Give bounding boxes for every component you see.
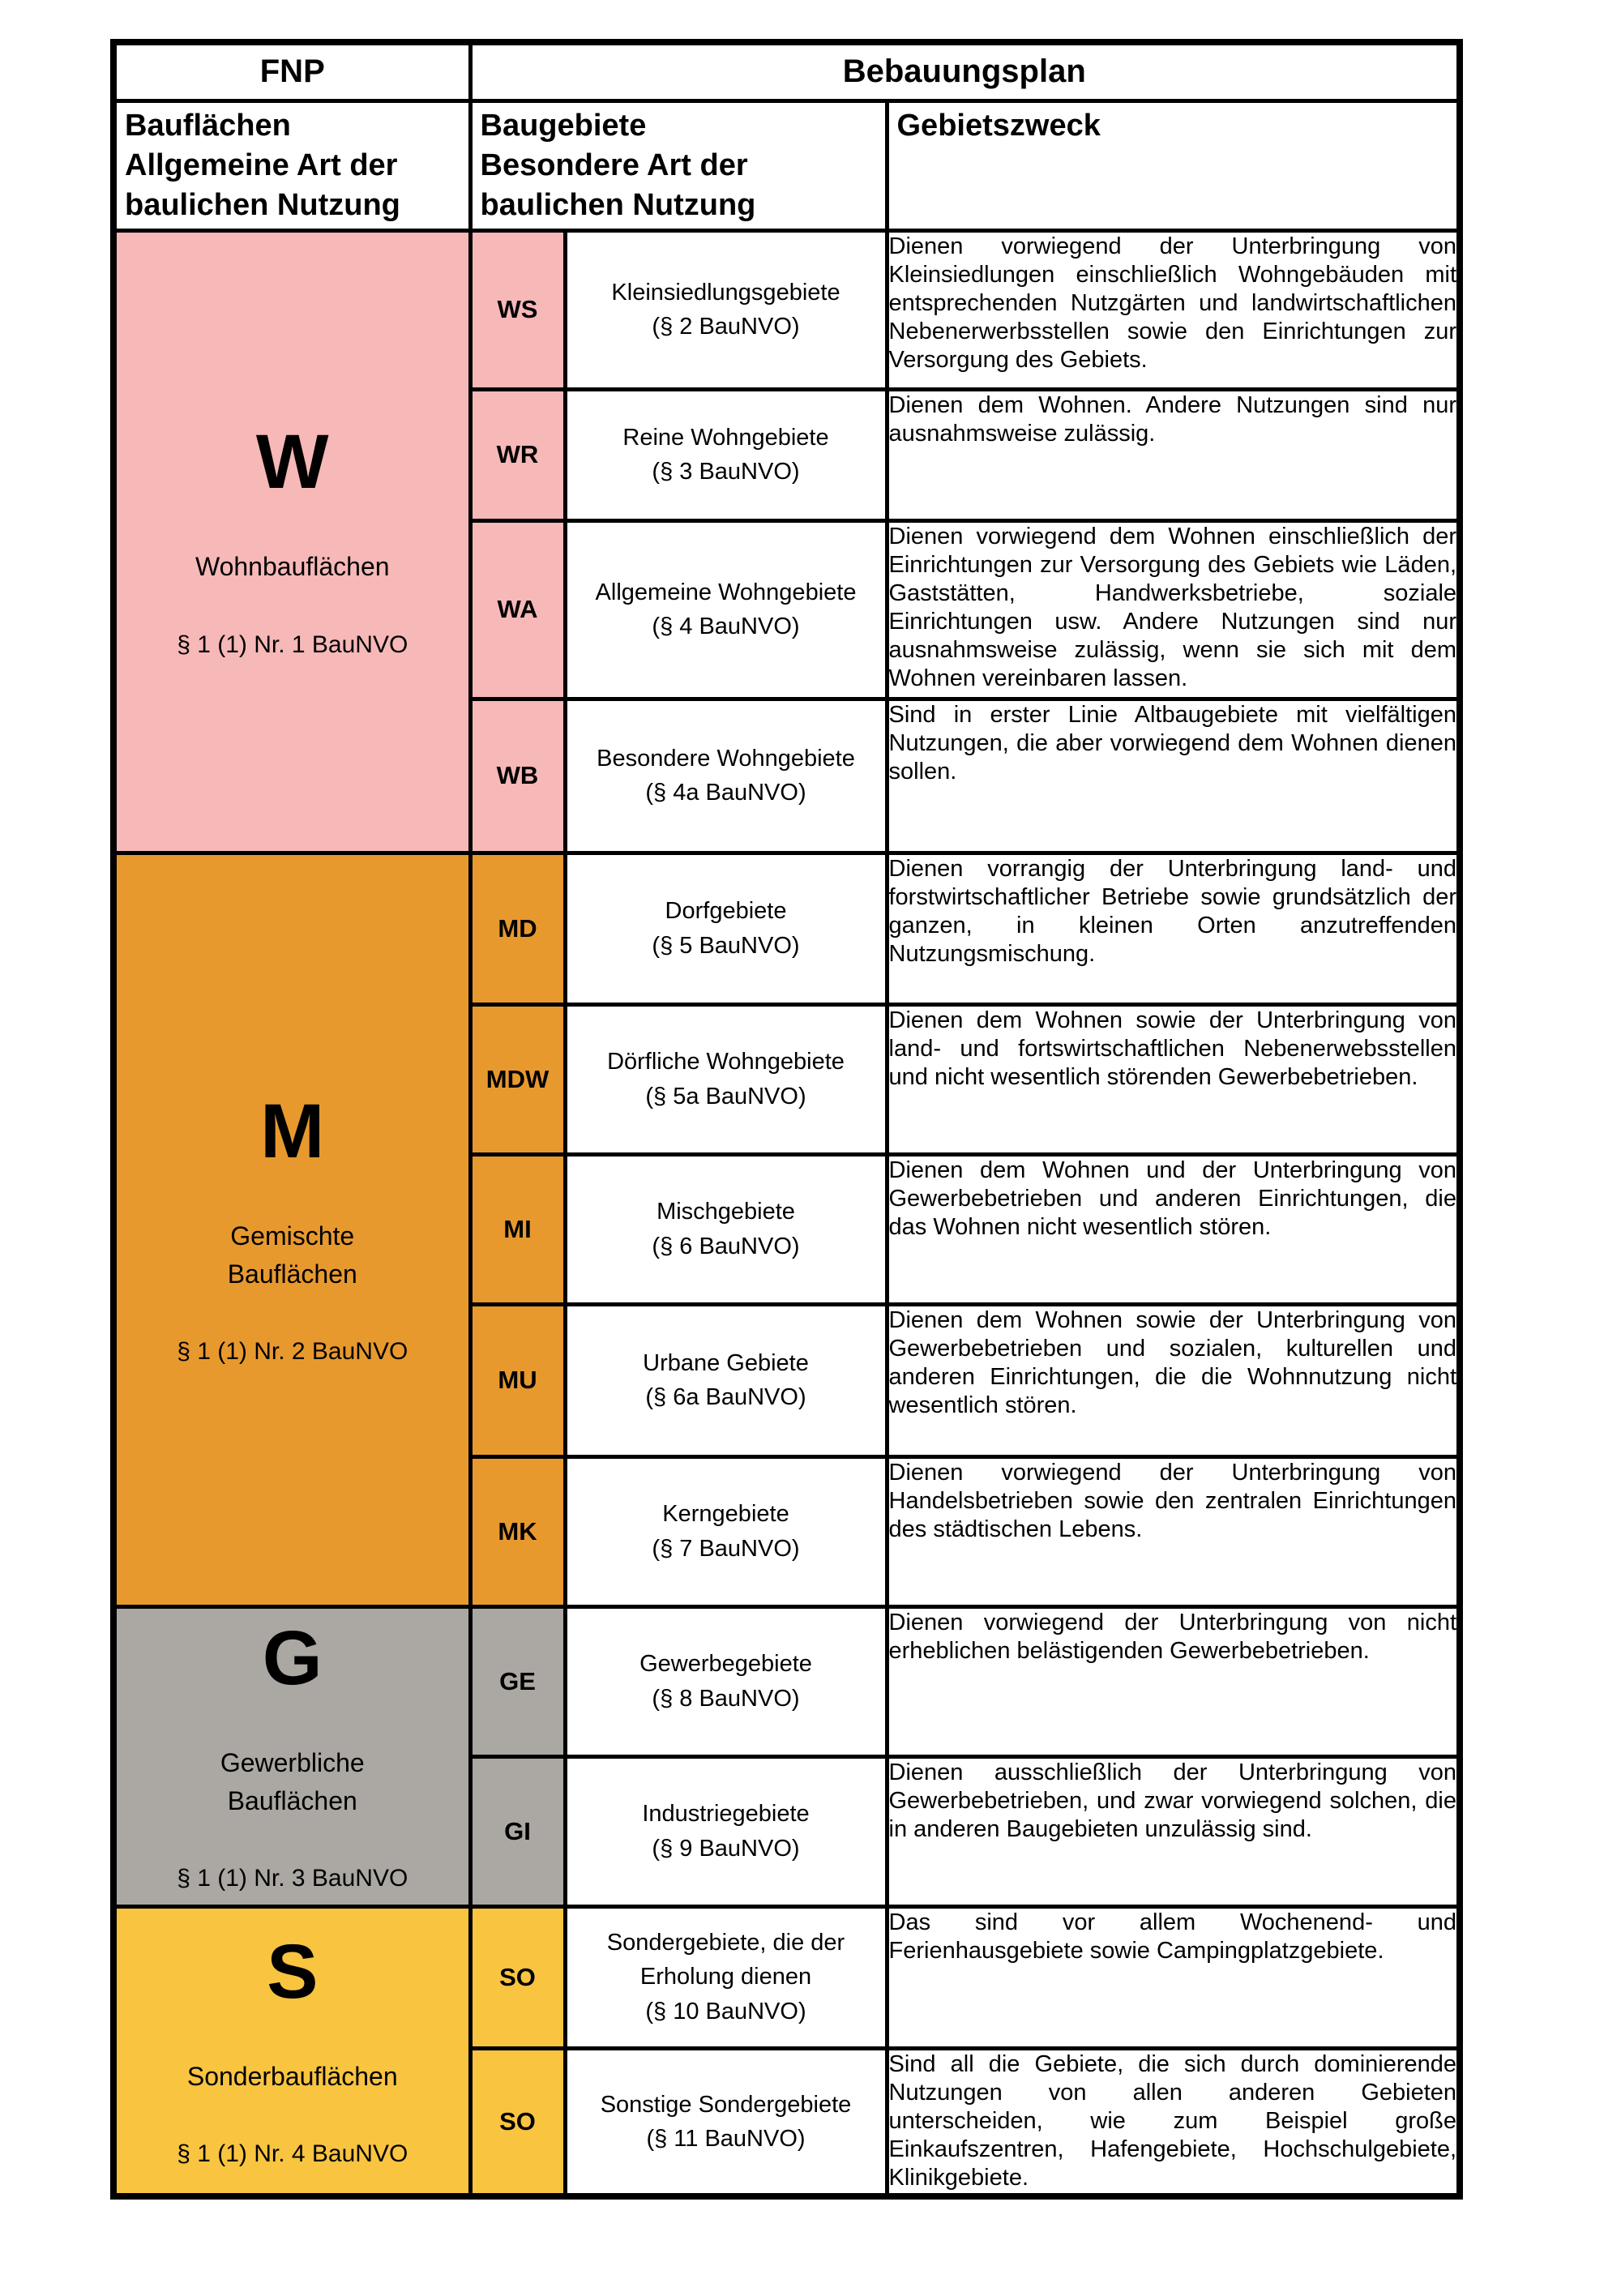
code-cell: MU: [468, 1302, 567, 1459]
table-row: WR Reine Wohngebiete (§ 3 BauNVO) Dienen…: [113, 387, 1462, 523]
purpose-cell: Sind all die Gebiete, die sich durch dom…: [884, 2046, 1462, 2199]
district-name-cell: Sondergebiete, die der Erholung dienen (…: [562, 1904, 889, 2050]
group-letter: M: [260, 1088, 325, 1175]
code-cell: MDW: [468, 1002, 567, 1157]
code-cell: WA: [468, 518, 567, 701]
table-row: MU Urbane Gebiete (§ 6a BauNVO) Dienen d…: [113, 1302, 1462, 1459]
group-legal-ref: § 1 (1) Nr. 1 BauNVO: [177, 631, 408, 658]
group-letter: G: [262, 1615, 323, 1702]
group-label: Sonderbauflächen: [186, 2061, 398, 2091]
purpose-cell: Dienen vorrangig der Unterbringung land-…: [884, 850, 1462, 1007]
table-row: WA Allgemeine Wohngebiete (§ 4 BauNVO) D…: [113, 518, 1462, 701]
district-name-cell: Dorfgebiete (§ 5 BauNVO): [562, 850, 889, 1007]
group-legal-ref: § 1 (1) Nr. 4 BauNVO: [177, 2140, 408, 2167]
table-row: MK Kerngebiete (§ 7 BauNVO) Dienen vorwi…: [113, 1454, 1462, 1609]
district-name-cell: Gewerbegebiete (§ 8 BauNVO): [562, 1604, 889, 1759]
code-cell: WR: [468, 387, 567, 523]
purpose-cell: Dienen vorwiegend dem Wohnen einschließl…: [884, 518, 1462, 701]
table-row: SO Sonstige Sondergebiete (§ 11 BauNVO) …: [113, 2046, 1462, 2199]
code-cell: MD: [468, 850, 567, 1007]
district-name-cell: Besondere Wohngebiete (§ 4a BauNVO): [562, 696, 889, 855]
district-name-cell: Kerngebiete (§ 7 BauNVO): [562, 1454, 889, 1609]
code-cell: SO: [468, 1904, 567, 2050]
purpose-cell: Dienen vorwiegend der Unterbringung von …: [884, 228, 1462, 391]
district-name-cell: Allgemeine Wohngebiete (§ 4 BauNVO): [562, 518, 889, 701]
group-label: Wohnbauflächen: [195, 552, 390, 582]
district-name-cell: Mischgebiete (§ 6 BauNVO): [562, 1152, 889, 1306]
header-row-columns: Bauflächen Allgemeine Art der baulichen …: [111, 98, 1462, 233]
code-cell: GI: [468, 1754, 567, 1909]
group-legal-ref: § 1 (1) Nr. 3 BauNVO: [177, 1864, 408, 1892]
code-cell: GE: [468, 1604, 567, 1759]
group-cell-gemischte-bauflaechen: M Gemischte Bauflächen § 1 (1) Nr. 2 Bau…: [111, 850, 473, 1609]
purpose-cell: Dienen vorwiegend der Unterbringung von …: [884, 1454, 1462, 1609]
fnp-header-cell: FNP: [111, 40, 473, 103]
table-row: WB Besondere Wohngebiete (§ 4a BauNVO) S…: [113, 696, 1462, 855]
code-cell: MI: [468, 1152, 567, 1306]
district-name-cell: Reine Wohngebiete (§ 3 BauNVO): [562, 387, 889, 523]
district-name-cell: Sonstige Sondergebiete (§ 11 BauNVO): [562, 2046, 889, 2199]
table-row: G Gewerbliche Bauflächen § 1 (1) Nr. 3 B…: [111, 1604, 1462, 1909]
purpose-cell: Dienen vorwiegend der Unterbringung von …: [884, 1604, 1462, 1759]
code-cell: SO: [468, 2046, 567, 2199]
table-row: GI Industriegebiete (§ 9 BauNVO) Dienen …: [113, 1754, 1462, 1909]
district-name-cell: Industriegebiete (§ 9 BauNVO): [562, 1754, 889, 1909]
district-name-cell: Urbane Gebiete (§ 6a BauNVO): [562, 1302, 889, 1459]
table-row: M Gemischte Bauflächen § 1 (1) Nr. 2 Bau…: [111, 850, 1462, 1609]
group-letter: W: [255, 419, 329, 506]
table-row: MI Mischgebiete (§ 6 BauNVO) Dienen dem …: [113, 1152, 1462, 1306]
purpose-cell: Sind in erster Linie Altbaugebiete mit v…: [884, 696, 1462, 855]
column-header-gebietszweck: Gebietszweck: [884, 98, 1462, 233]
table-row: MDW Dörfliche Wohngebiete (§ 5a BauNVO) …: [113, 1002, 1462, 1157]
group-legal-ref: § 1 (1) Nr. 2 BauNVO: [177, 1337, 408, 1365]
group-label: Gemischte Bauflächen: [227, 1221, 357, 1289]
table-row: S Sonderbauflächen § 1 (1) Nr. 4 BauNVO …: [111, 1904, 1462, 2199]
group-letter: S: [267, 1928, 319, 2015]
fnp-bebauungsplan-table: FNP Bebauungsplan Bauflächen Allgemeine …: [110, 39, 1464, 2200]
code-cell: WS: [468, 228, 567, 391]
group-label: Gewerbliche Bauflächen: [220, 1748, 365, 1815]
group-cell-gewerbliche-bauflaechen: G Gewerbliche Bauflächen § 1 (1) Nr. 3 B…: [111, 1604, 473, 1909]
zoning-table-container: FNP Bebauungsplan Bauflächen Allgemeine …: [110, 39, 1464, 2200]
column-header-baugebiete: Baugebiete Besondere Art der baulichen N…: [468, 98, 889, 233]
district-name-cell: Kleinsiedlungsgebiete (§ 2 BauNVO): [562, 228, 889, 391]
purpose-cell: Dienen dem Wohnen sowie der Unterbringun…: [884, 1302, 1462, 1459]
purpose-cell: Dienen dem Wohnen sowie der Unterbringun…: [884, 1002, 1462, 1157]
district-name-cell: Dörfliche Wohngebiete (§ 5a BauNVO): [562, 1002, 889, 1157]
bebauungsplan-header-cell: Bebauungsplan: [468, 40, 1462, 103]
purpose-cell: Das sind vor allem Wochenend- und Ferien…: [884, 1904, 1462, 2050]
group-cell-sonderbauflaechen: S Sonderbauflächen § 1 (1) Nr. 4 BauNVO: [111, 1904, 473, 2199]
purpose-cell: Dienen dem Wohnen. Andere Nutzungen sind…: [884, 387, 1462, 523]
purpose-cell: Dienen ausschließlich der Unterbringung …: [884, 1754, 1462, 1909]
group-cell-wohnbauflaechen: W Wohnbauflächen § 1 (1) Nr. 1 BauNVO: [111, 228, 473, 855]
code-cell: WB: [468, 696, 567, 855]
table-row: W Wohnbauflächen § 1 (1) Nr. 1 BauNVO WS…: [111, 228, 1462, 855]
column-header-bauflaechen: Bauflächen Allgemeine Art der baulichen …: [111, 98, 473, 233]
purpose-cell: Dienen dem Wohnen und der Unterbringung …: [884, 1152, 1462, 1306]
header-row-plan-types: FNP Bebauungsplan: [111, 40, 1462, 103]
code-cell: MK: [468, 1454, 567, 1609]
